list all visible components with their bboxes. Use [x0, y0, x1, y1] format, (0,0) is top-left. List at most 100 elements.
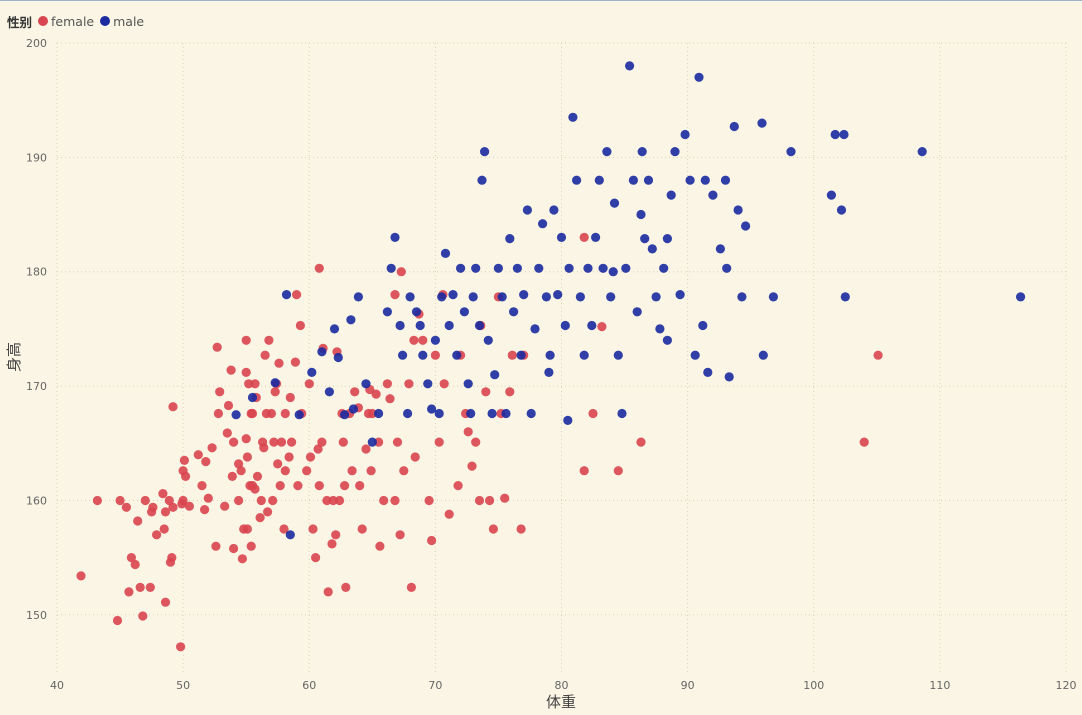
point-male[interactable] [471, 263, 481, 273]
point-male[interactable] [541, 292, 552, 302]
point-female[interactable] [223, 400, 234, 411]
point-male[interactable] [694, 72, 704, 82]
point-male[interactable] [757, 118, 767, 128]
point-female[interactable] [259, 443, 269, 453]
point-male[interactable] [830, 129, 840, 140]
point-female[interactable] [280, 466, 290, 476]
point-male[interactable] [434, 408, 444, 419]
point-female[interactable] [276, 437, 287, 447]
point-female[interactable] [241, 434, 251, 444]
point-female[interactable] [160, 597, 171, 607]
point-male[interactable] [572, 175, 582, 185]
point-female[interactable] [269, 437, 279, 447]
point-male[interactable] [395, 320, 405, 331]
point-male[interactable] [307, 367, 317, 377]
point-female[interactable] [263, 507, 273, 517]
point-female[interactable] [193, 450, 203, 460]
point-male[interactable] [367, 437, 377, 447]
point-male[interactable] [545, 350, 555, 360]
point-male[interactable] [643, 175, 654, 185]
point-female[interactable] [168, 502, 178, 512]
point-male[interactable] [613, 350, 623, 360]
point-female[interactable] [579, 466, 589, 476]
point-female[interactable] [164, 495, 174, 506]
point-male[interactable] [483, 335, 493, 345]
point-female[interactable] [471, 437, 481, 447]
point-male[interactable] [685, 175, 695, 185]
point-male[interactable] [720, 175, 731, 185]
point-male[interactable] [415, 320, 425, 331]
point-female[interactable] [347, 466, 357, 476]
point-female[interactable] [159, 524, 169, 534]
point-female[interactable] [213, 408, 223, 419]
point-female[interactable] [133, 516, 143, 526]
point-female[interactable] [579, 232, 589, 242]
point-male[interactable] [270, 378, 280, 388]
point-male[interactable] [398, 350, 408, 360]
point-female[interactable] [255, 513, 265, 523]
point-female[interactable] [322, 495, 332, 506]
point-male[interactable] [768, 292, 779, 302]
point-male[interactable] [651, 292, 661, 302]
point-female[interactable] [200, 505, 210, 515]
point-male[interactable] [606, 292, 616, 302]
point-female[interactable] [284, 452, 294, 462]
point-female[interactable] [327, 539, 337, 549]
point-female[interactable] [247, 408, 258, 419]
point-male[interactable] [530, 324, 540, 334]
point-female[interactable] [260, 350, 270, 360]
point-female[interactable] [160, 507, 171, 517]
point-male[interactable] [698, 320, 708, 331]
point-female[interactable] [274, 358, 284, 368]
point-male[interactable] [560, 320, 570, 331]
point-male[interactable] [340, 410, 350, 420]
point-male[interactable] [703, 367, 713, 377]
point-female[interactable] [488, 524, 498, 534]
point-male[interactable] [563, 415, 573, 425]
point-female[interactable] [264, 335, 274, 345]
point-male[interactable] [700, 175, 710, 185]
point-male[interactable] [247, 392, 258, 403]
point-male[interactable] [553, 290, 563, 300]
point-female[interactable] [178, 495, 188, 506]
point-male[interactable] [459, 307, 469, 317]
point-male[interactable] [556, 232, 567, 242]
point-female[interactable] [148, 502, 158, 512]
point-male[interactable] [591, 232, 601, 242]
point-female[interactable] [467, 461, 477, 471]
point-female[interactable] [229, 437, 239, 447]
point-male[interactable] [423, 379, 433, 389]
point-female[interactable] [588, 408, 598, 419]
point-female[interactable] [203, 493, 213, 503]
point-male[interactable] [621, 263, 631, 273]
point-male[interactable] [708, 190, 718, 200]
point-female[interactable] [244, 379, 254, 389]
point-male[interactable] [637, 147, 647, 157]
point-female[interactable] [873, 350, 883, 360]
point-male[interactable] [505, 234, 515, 244]
point-female[interactable] [168, 402, 178, 412]
point-female[interactable] [357, 524, 367, 534]
point-female[interactable] [474, 495, 485, 506]
point-female[interactable] [613, 466, 623, 476]
point-female[interactable] [115, 495, 125, 506]
point-female[interactable] [112, 615, 123, 626]
point-female[interactable] [516, 524, 526, 534]
point-female[interactable] [279, 524, 289, 534]
point-female[interactable] [184, 501, 194, 511]
point-male[interactable] [231, 410, 241, 420]
point-female[interactable] [201, 457, 211, 467]
point-female[interactable] [379, 495, 389, 506]
point-female[interactable] [252, 471, 263, 481]
point-female[interactable] [485, 495, 495, 506]
point-female[interactable] [222, 428, 232, 438]
point-male[interactable] [666, 190, 676, 200]
point-male[interactable] [579, 350, 589, 360]
point-female[interactable] [410, 452, 420, 462]
point-male[interactable] [519, 290, 529, 300]
point-female[interactable] [197, 481, 207, 491]
point-male[interactable] [474, 320, 485, 331]
point-male[interactable] [466, 408, 476, 419]
point-female[interactable] [430, 350, 440, 360]
point-female[interactable] [390, 290, 400, 300]
